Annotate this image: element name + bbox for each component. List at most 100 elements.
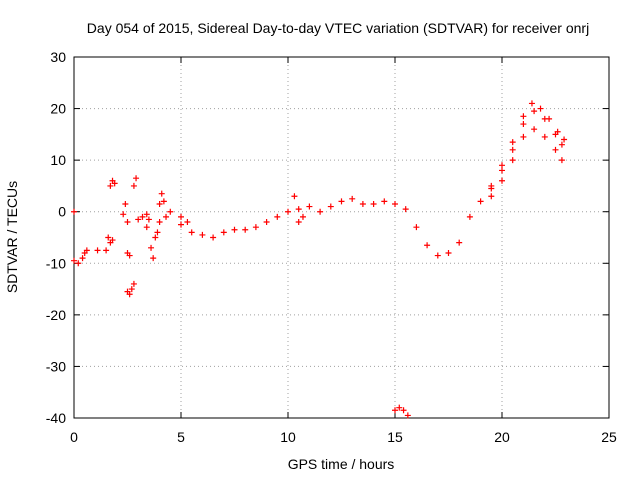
data-point: [111, 180, 118, 187]
data-point: [477, 198, 484, 205]
y-tick-label: 0: [58, 204, 66, 220]
data-point: [531, 108, 538, 115]
data-point: [135, 216, 142, 223]
data-point: [109, 237, 116, 244]
data-point: [291, 193, 298, 200]
data-point: [359, 200, 366, 207]
data-point: [156, 219, 163, 226]
data-point: [231, 226, 238, 233]
data-point: [133, 175, 140, 182]
data-point: [152, 234, 159, 241]
data-point: [295, 206, 302, 213]
data-point: [107, 182, 114, 189]
data-point: [499, 162, 505, 169]
y-tick-label: 20: [50, 101, 66, 117]
data-point: [499, 177, 505, 184]
data-point: [148, 244, 155, 251]
data-point: [466, 213, 473, 220]
data-point: [150, 255, 157, 262]
data-point: [83, 247, 90, 254]
data-point: [199, 231, 206, 238]
plot-frame: [73, 56, 610, 419]
data-point: [103, 247, 110, 254]
data-point: [392, 200, 398, 207]
data-point: [537, 105, 544, 112]
data-point: [370, 200, 377, 207]
data-point: [520, 121, 527, 128]
y-tick-label: -20: [46, 307, 66, 323]
data-point: [531, 126, 538, 133]
data-point: [79, 255, 86, 262]
data-point: [424, 242, 431, 249]
data-point: [499, 167, 505, 174]
data-point: [188, 229, 195, 236]
x-axis-label: GPS time / hours: [288, 456, 395, 472]
data-point: [558, 141, 565, 148]
data-point: [167, 208, 174, 215]
data-point: [71, 208, 77, 215]
data-point: [558, 157, 565, 164]
data-point: [139, 213, 146, 220]
data-point: [488, 182, 495, 189]
data-point: [317, 208, 324, 215]
data-point: [178, 221, 184, 228]
data-point: [520, 133, 527, 140]
y-tick-label: -40: [46, 410, 66, 426]
data-point: [126, 252, 133, 259]
data-point: [210, 234, 217, 241]
data-point: [299, 213, 306, 220]
y-tick-label: 10: [50, 152, 66, 168]
data-point: [413, 224, 420, 231]
data-point: [178, 213, 184, 220]
data-point: [128, 286, 135, 293]
data-point: [434, 252, 441, 259]
data-point: [509, 139, 516, 146]
data-point: [509, 157, 516, 164]
data-point: [184, 219, 191, 226]
x-tick-label: 20: [494, 429, 510, 445]
data-point: [546, 115, 553, 122]
data-point: [143, 211, 150, 218]
data-point: [263, 219, 270, 226]
x-tick-label: 10: [280, 429, 296, 445]
data-point: [349, 195, 356, 202]
data-point: [541, 133, 548, 140]
data-point: [488, 193, 495, 200]
data-point: [71, 257, 77, 264]
data-point: [327, 203, 334, 210]
data-point: [94, 247, 101, 254]
data-point: [561, 136, 568, 143]
data-point: [220, 229, 227, 236]
data-point: [124, 219, 131, 226]
x-tick-label: 15: [387, 429, 403, 445]
data-point: [552, 146, 559, 153]
data-point: [122, 200, 129, 207]
ticks: 0 5 10 15 20 25 -40 -30 -20 -10 0 10 20 30: [46, 49, 617, 445]
x-tick-label: 5: [177, 429, 185, 445]
data-point: [396, 404, 403, 411]
x-tick-label: 0: [70, 429, 78, 445]
data-point: [392, 407, 398, 414]
data-point: [126, 291, 133, 298]
data-point: [528, 100, 535, 107]
y-tick-label: -30: [46, 358, 66, 374]
data-point: [145, 216, 152, 223]
y-tick-label: 30: [50, 49, 66, 65]
data-point: [295, 219, 302, 226]
data-point: [75, 260, 82, 267]
data-point: [156, 200, 163, 207]
y-tick-label: -10: [46, 255, 66, 271]
data-point: [306, 203, 313, 210]
data-point: [105, 234, 112, 241]
data-point: [274, 213, 281, 220]
data-point: [130, 280, 137, 287]
data-point: [520, 113, 527, 120]
data-point: [456, 239, 463, 246]
data-point: [242, 226, 249, 233]
data-point: [158, 190, 165, 197]
grid: [74, 57, 609, 418]
data-point: [163, 213, 170, 220]
data-point: [285, 208, 291, 215]
data-point: [402, 206, 409, 213]
